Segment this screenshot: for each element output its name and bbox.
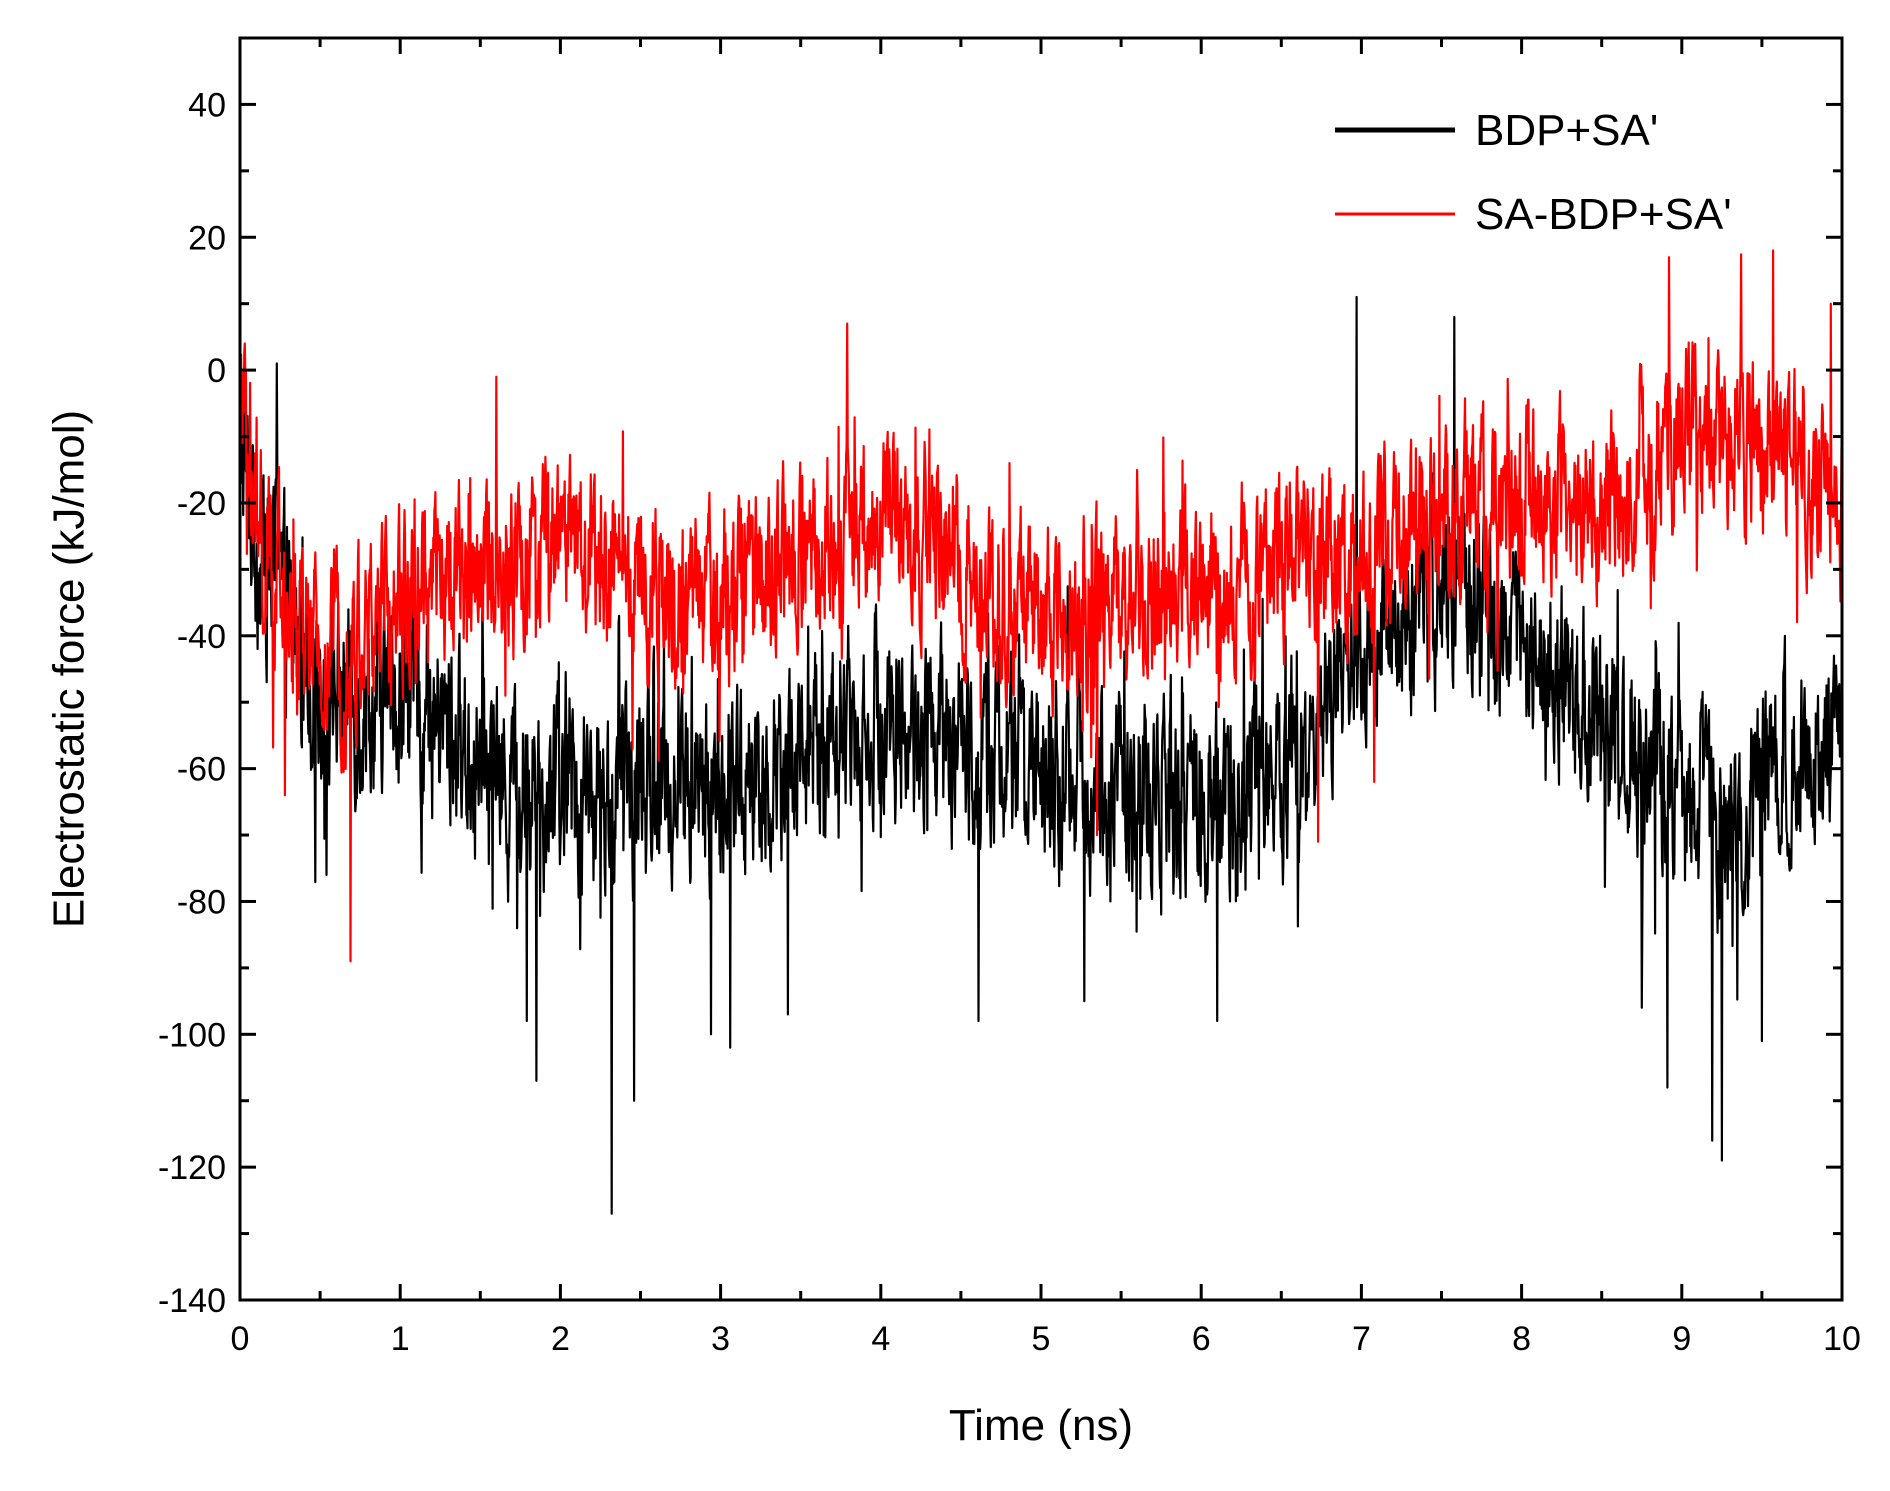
x-tick-label: 6: [1192, 1320, 1211, 1358]
ticks-layer: 0 1 2 3 4 5 6 7 8 9 10 40 20 0 -20 -40 -60 -80 -100 -120 -14…: [158, 36, 1861, 1358]
x-axis-title: Time (ns): [949, 1401, 1133, 1450]
y-tick-label: -20: [177, 485, 226, 523]
y-tick-label: -80: [177, 883, 226, 921]
series-line-bdp-sa: [238, 295, 1844, 1215]
x-tick-label: 10: [1823, 1320, 1861, 1358]
x-tick-label: 0: [231, 1320, 250, 1358]
plot-frame: [238, 36, 1844, 1302]
y-tick-label: 20: [188, 219, 226, 257]
x-tick-label: 9: [1672, 1320, 1691, 1358]
y-tick-label: -40: [177, 618, 226, 656]
x-tick-label: 2: [551, 1320, 570, 1358]
y-tick-label: -120: [158, 1149, 226, 1187]
x-tick-label: 7: [1352, 1320, 1371, 1358]
y-tick-label: -100: [158, 1016, 226, 1054]
series-line-sa-bdp-sa: [238, 249, 1844, 963]
legend-label-bdp-sa: BDP+SA': [1475, 106, 1658, 155]
x-tick-label: 3: [711, 1320, 730, 1358]
y-tick-label: 0: [207, 352, 226, 390]
x-tick-label: 4: [871, 1320, 890, 1358]
y-axis-title: Electrostatic force (kJ/mol): [44, 410, 93, 928]
y-tick-label: -60: [177, 751, 226, 789]
series-layer: [238, 249, 1844, 1215]
y-tick-label: 40: [188, 86, 226, 124]
x-tick-label: 8: [1512, 1320, 1531, 1358]
x-tick-label: 5: [1032, 1320, 1051, 1358]
x-tick-label: 1: [391, 1320, 410, 1358]
y-tick-label: -140: [158, 1282, 226, 1320]
legend: BDP+SA' SA-BDP+SA': [1335, 106, 1732, 239]
legend-label-sa-bdp-sa: SA-BDP+SA': [1475, 190, 1732, 239]
